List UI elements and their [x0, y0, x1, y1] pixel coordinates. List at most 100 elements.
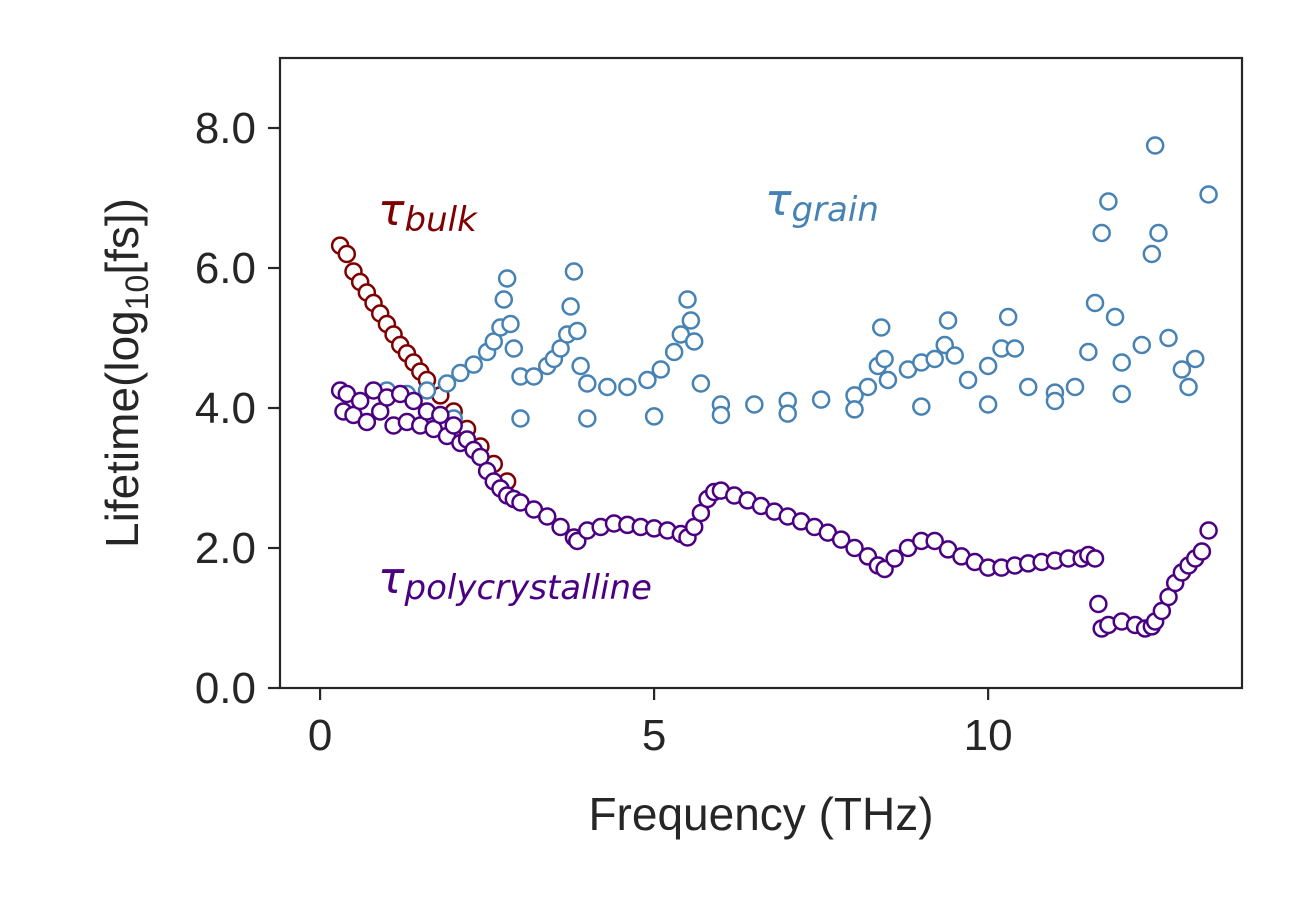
grain-point	[1005, 339, 1025, 358]
polycrystalline-point	[551, 517, 570, 537]
polycrystalline-point	[1192, 542, 1212, 561]
plot-frame	[278, 56, 1244, 690]
grain-point	[644, 407, 664, 426]
grain-point	[875, 349, 894, 369]
grain-point	[1185, 349, 1205, 369]
polycrystalline-point	[357, 412, 377, 432]
polycrystalline-point	[1085, 549, 1105, 568]
grain-point	[711, 405, 731, 425]
grain-point	[1179, 377, 1198, 397]
y-tick-label: 8.0	[195, 104, 256, 153]
series-bulk	[330, 236, 517, 491]
grain-point	[578, 374, 597, 393]
grain-point	[691, 374, 711, 393]
ticks-layer: 0 5 10 0.0 2.0 4.0 6.0 8.0	[195, 104, 1013, 760]
grain-point	[1199, 185, 1218, 204]
grain-point	[1099, 192, 1118, 211]
bulk-point	[337, 244, 357, 264]
series-grain	[377, 136, 1218, 428]
y-axis-label-sub: 10	[119, 275, 155, 311]
grain-point	[417, 381, 437, 400]
grain-point	[1112, 353, 1131, 372]
polycrystalline-point	[350, 391, 370, 411]
x-axis-label: Frequency (THz)	[588, 788, 933, 840]
grain-point	[1172, 360, 1192, 379]
grain-point	[1112, 384, 1131, 404]
grain-point	[664, 342, 684, 362]
grain-point	[1145, 136, 1165, 155]
polycrystalline-point	[831, 530, 851, 549]
grain-point	[1149, 223, 1168, 243]
grain-point	[504, 339, 524, 358]
grain-point	[511, 409, 530, 428]
grain-point	[571, 356, 590, 376]
x-tick-label: 0	[308, 711, 332, 760]
grain-point	[938, 311, 958, 330]
grain-point	[638, 370, 657, 390]
grain-point	[778, 404, 797, 423]
y-tick-label: 6.0	[195, 244, 256, 293]
grain-point	[745, 395, 764, 414]
y-axis-label: Lifetime(log10[fs])	[96, 198, 155, 548]
grain-point	[978, 356, 998, 376]
polycrystalline-point	[925, 531, 944, 551]
grain-point	[925, 349, 944, 369]
polycrystalline-point	[1089, 594, 1108, 614]
series-label-polycrystalline-sub: polycrystalline	[404, 568, 652, 608]
grain-point	[872, 318, 891, 337]
grain-point	[578, 409, 597, 428]
polycrystalline-point	[537, 507, 557, 526]
series-label-bulk: τbulk	[378, 185, 478, 240]
y-tick-label: 2.0	[195, 524, 256, 573]
series-label-bulk-symbol: τ	[378, 185, 405, 236]
plot-area	[280, 58, 1242, 688]
grain-point	[811, 390, 831, 409]
grain-point	[912, 397, 931, 416]
grain-point	[437, 374, 457, 393]
polycrystalline-point	[1199, 521, 1218, 540]
x-tick-label: 5	[642, 711, 666, 760]
grain-point	[945, 346, 964, 365]
grain-point	[564, 262, 584, 281]
polycrystalline-point	[404, 391, 423, 411]
grain-point	[1065, 377, 1085, 397]
grain-point	[1159, 328, 1178, 348]
series-label-grain-sub: grain	[792, 190, 879, 230]
y-tick-label: 0.0	[195, 664, 256, 713]
series-label-bulk-sub: bulk	[405, 200, 479, 240]
grain-point	[561, 297, 580, 316]
y-tick-label: 4.0	[195, 384, 256, 433]
polycrystalline-point	[845, 538, 864, 558]
grain-point	[1105, 307, 1125, 327]
grain-point	[958, 370, 978, 390]
grain-point	[494, 290, 514, 309]
grain-point	[1045, 391, 1065, 411]
grain-point	[998, 307, 1018, 327]
grain-point	[451, 363, 470, 383]
series-label-polycrystalline: τpolycrystalline	[378, 553, 652, 608]
grain-point	[684, 332, 704, 351]
grain-point	[858, 377, 878, 397]
grain-point	[1142, 244, 1162, 264]
grain-point	[681, 311, 701, 330]
grain-point	[497, 269, 517, 288]
grain-point	[1132, 335, 1152, 355]
series-label-polycrystalline-symbol: τ	[378, 553, 405, 604]
x-tick-label: 10	[964, 711, 1013, 760]
grain-point	[598, 377, 617, 397]
polycrystalline-point	[431, 405, 450, 425]
grain-point	[524, 367, 544, 386]
series-layer	[330, 136, 1218, 638]
grain-point	[568, 321, 587, 341]
grain-point	[618, 377, 637, 397]
y-axis-label-end: [fs])	[96, 198, 148, 275]
grain-point	[1085, 293, 1105, 313]
grain-point	[878, 370, 898, 390]
series-label-grain: τgrain	[765, 175, 879, 230]
grain-point	[1092, 223, 1111, 243]
y-axis-label-main: Lifetime(log	[96, 310, 148, 548]
polycrystalline-point	[885, 549, 904, 568]
polycrystalline-point	[444, 416, 463, 435]
grain-point	[1018, 377, 1038, 397]
